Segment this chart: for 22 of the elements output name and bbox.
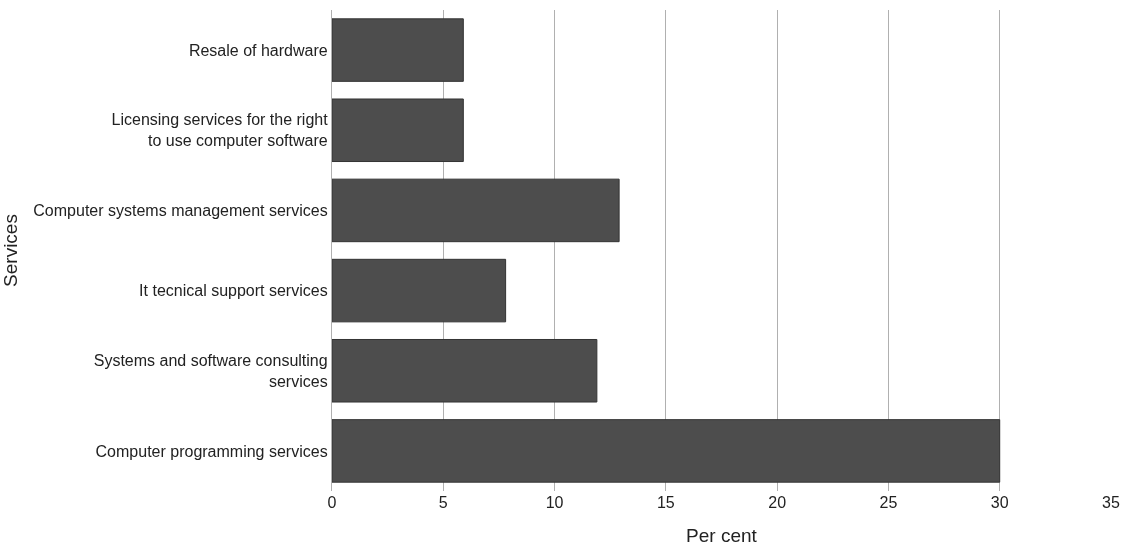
bar	[332, 258, 507, 323]
x-tick-label: 5	[438, 494, 448, 511]
y-axis-title: Services	[0, 214, 22, 287]
x-tick-label: 15	[656, 494, 675, 511]
x-tick-label: 10	[545, 494, 564, 511]
y-tick-label: Resale of hardware	[188, 41, 328, 59]
y-tick-label: Systems and software consulting services	[93, 351, 328, 390]
y-tick-label: Computer programming services	[95, 442, 328, 460]
x-tick-label: 30	[990, 494, 1009, 511]
x-tick-label: 25	[879, 494, 898, 511]
y-tick-label: Licensing services for the right to use computer software	[111, 111, 329, 150]
x-tick-label: 0	[327, 494, 337, 511]
y-tick-label: Computer systems management services	[33, 202, 328, 220]
bar	[332, 419, 1001, 483]
y-tick-label: It tecnical support services	[139, 282, 328, 300]
bar	[332, 338, 598, 403]
bar	[332, 178, 620, 243]
bar	[332, 18, 464, 82]
x-axis-title: Per cent	[686, 524, 758, 546]
bar	[332, 98, 464, 163]
x-tick-label: 35	[1102, 494, 1120, 511]
x-tick-label: 20	[768, 494, 787, 511]
